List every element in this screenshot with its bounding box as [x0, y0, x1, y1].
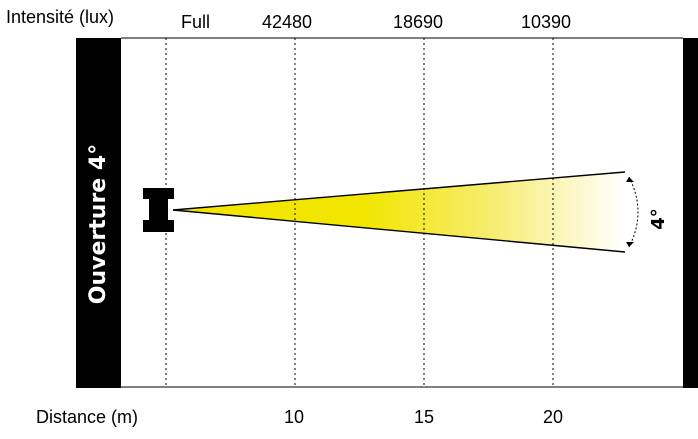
intensity-value-15m: 18690 [393, 12, 444, 32]
beam-top-edge [172, 171, 626, 211]
right-band [683, 38, 698, 388]
intensity-value-full: Full [181, 12, 211, 32]
beam-angle-arc [628, 176, 639, 248]
left-band [76, 38, 121, 388]
beam-angle-arrow-bottom [626, 242, 634, 247]
distance-axis-label: Distance (m) [36, 407, 139, 427]
beam-bottom-edge [172, 209, 626, 253]
light-beam [173, 172, 625, 252]
opening-angle-title: Ouverture 4° [86, 144, 111, 304]
intensity-value-10m: 42480 [262, 12, 313, 32]
projector-icon [143, 188, 174, 232]
intensity-axis-label: Intensité (lux) [6, 7, 115, 27]
distance-value-20: 20 [543, 407, 564, 427]
intensity-value-20m: 10390 [521, 12, 572, 32]
beam-angle-label: 4° [648, 208, 669, 230]
distance-value-15: 15 [414, 407, 435, 427]
beam-angle-arrow-top [626, 177, 634, 182]
distance-value-10: 10 [284, 407, 305, 427]
